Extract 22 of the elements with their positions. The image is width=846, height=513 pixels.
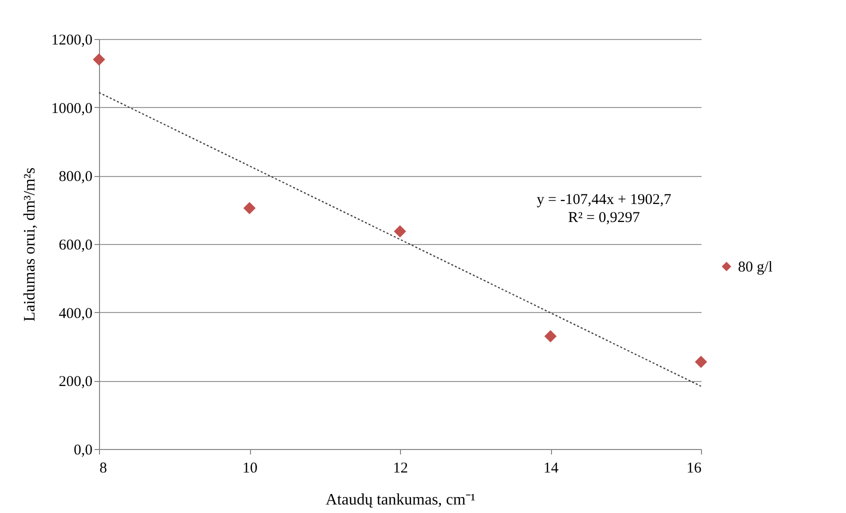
x-tick-label: 16 — [686, 460, 702, 476]
y-tick-label: 400,0 — [58, 306, 92, 322]
y-tick-label: 1000,0 — [51, 100, 92, 117]
x-tick-label: 14 — [544, 460, 559, 476]
y-tick-label: 600,0 — [58, 238, 92, 254]
x-tick-label: 12 — [393, 460, 408, 476]
y-tick-label: 800,0 — [58, 169, 92, 186]
x-tick-label: 8 — [100, 460, 107, 476]
annotation: y = -107,44x + 1902,7 — [536, 192, 672, 208]
point — [544, 330, 557, 342]
y-tick-label: 200,0 — [58, 374, 92, 390]
point — [394, 225, 406, 238]
legend-label: 80 g/l — [738, 260, 773, 276]
x-axis-title: Ataudų tankumas, cm⁻¹ — [326, 492, 476, 508]
point — [92, 53, 106, 66]
y-tick-label: 1200,0 — [51, 32, 92, 48]
point — [243, 202, 256, 214]
x-tick-label: 10 — [242, 460, 258, 476]
y-axis-title: Laidumas orui, dm³/m²s — [21, 167, 38, 322]
point — [694, 356, 708, 368]
y-tick-label: 0,0 — [74, 442, 92, 458]
annotation: R² = 0,9297 — [568, 210, 640, 226]
